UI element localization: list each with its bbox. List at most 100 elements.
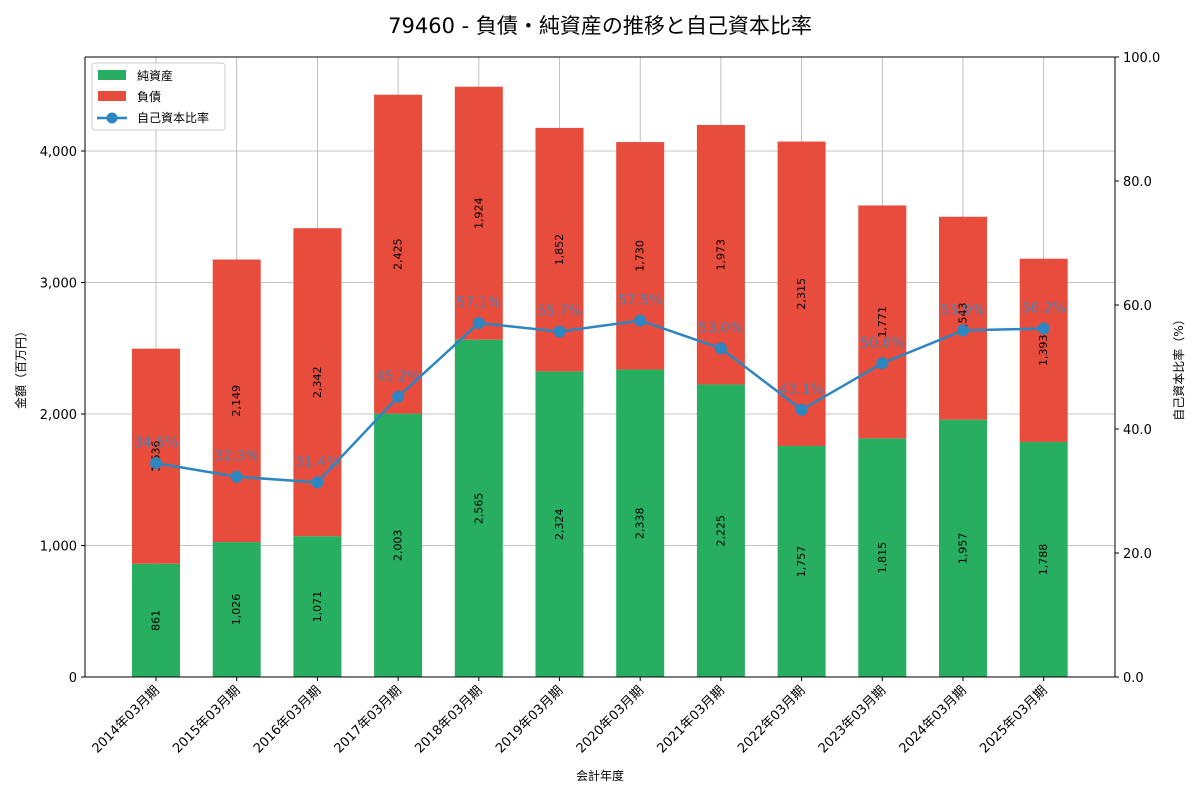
equity-value-label: 1,757 (795, 546, 808, 578)
liabilities-value-label: 1,771 (876, 306, 889, 338)
legend-liabilities-label: 負債 (137, 89, 161, 104)
y2-tick-label: 80.0 (1123, 175, 1152, 190)
bar-equity (374, 413, 423, 677)
bar-equity (454, 339, 503, 677)
ratio-marker (957, 324, 969, 337)
bar-equity (696, 384, 745, 677)
ratio-marker (1037, 322, 1050, 335)
bar-equity (777, 445, 826, 677)
legend-equity-swatch (98, 70, 126, 80)
equity-value-label: 1,026 (230, 594, 243, 626)
bar-equity (132, 563, 180, 677)
bar-liabilities (616, 142, 665, 370)
liabilities-value-label: 2,425 (392, 238, 405, 270)
ratio-value-label: 34.5% (134, 435, 178, 451)
bar-liabilities (132, 348, 180, 564)
equity-value-label: 2,003 (392, 530, 405, 562)
bar-liabilities (696, 124, 745, 385)
y2-tick-label: 0.0 (1123, 671, 1144, 686)
y-tick-label: 0 (69, 671, 77, 686)
ratio-value-label: 43.1% (779, 382, 823, 398)
liabilities-value-label: 2,149 (230, 385, 243, 417)
y-tick-label: 4,000 (40, 145, 77, 160)
x-tick-label: 2024年03月期 (897, 683, 970, 756)
liabilities-value-label: 1,852 (553, 234, 566, 266)
ratio-value-label: 32.3% (214, 449, 258, 465)
y-tick-label: 1,000 (40, 540, 77, 555)
y2-tick-label: 100.0 (1123, 51, 1160, 66)
ratio-marker (472, 316, 485, 329)
x-tick-label: 2023年03月期 (816, 683, 889, 756)
equity-value-label: 2,338 (634, 508, 647, 540)
bar-liabilities (939, 216, 987, 420)
y2-tick-label: 20.0 (1123, 547, 1152, 562)
x-tick-label: 2022年03月期 (735, 683, 808, 756)
ratio-value-label: 45.2% (376, 369, 420, 385)
x-tick-label: 2015年03月期 (170, 683, 243, 756)
ratio-value-label: 55.7% (537, 304, 581, 320)
ratio-marker (311, 476, 324, 489)
equity-value-label: 1,071 (311, 591, 324, 623)
equity-value-label: 1,788 (1037, 544, 1050, 576)
ratio-value-label: 57.1% (457, 295, 501, 311)
equity-value-label: 861 (150, 610, 163, 631)
bar-equity (858, 438, 907, 677)
x-axis-label: 会計年度 (576, 768, 624, 783)
equity-ratio-line: 34.5% 32.3% 31.4% 45.2% 57.1% 55.7% 57.5% 53.0%… (134, 293, 1066, 489)
x-tick-label: 2017年03月期 (332, 683, 405, 756)
liabilities-value-label: 1,973 (714, 239, 727, 270)
legend-ratio-label: 自己資本比率 (137, 110, 209, 125)
bar-equity (616, 369, 665, 677)
bar-equity (293, 536, 342, 677)
liabilities-value-label: 2,315 (795, 278, 808, 310)
chart-title: 79460 - 負債・純資産の推移と自己資本比率 (388, 14, 812, 38)
legend-equity-label: 純資産 (137, 68, 173, 83)
y-tick-label: 3,000 (40, 277, 77, 292)
ratio-value-label: 55.9% (941, 302, 985, 318)
liabilities-value-label: 2,342 (311, 366, 324, 398)
x-tick-label: 2016年03月期 (251, 683, 324, 756)
bar-liabilities (454, 86, 503, 340)
liabilities-value-label: 1,730 (634, 240, 647, 272)
ratio-value-label: 56.2% (1021, 301, 1065, 317)
axes: 0 1,000 2,000 3,000 4,000 0.0 20.0 40.0 60.0 80.0… (13, 51, 1186, 783)
ratio-marker (795, 403, 808, 416)
bar-liabilities (1019, 258, 1068, 442)
ratio-value-label: 31.4% (295, 454, 339, 470)
ratio-value-label: 50.6% (860, 335, 904, 351)
ratio-marker (392, 390, 405, 403)
x-tick-label: 2018年03月期 (412, 683, 485, 756)
ratio-marker (230, 470, 243, 483)
bar-equity (1019, 441, 1068, 677)
liabilities-value-label: 1,393 (1037, 335, 1050, 367)
equity-value-label: 2,324 (553, 508, 566, 540)
ratio-value-label: 53.0% (699, 320, 743, 336)
y-axis-label: 金額（百万円） (13, 325, 28, 409)
ratio-marker (634, 314, 647, 327)
legend-ratio-marker-icon (106, 112, 118, 124)
equity-value-label: 1,815 (876, 542, 889, 574)
ratio-value-label: 57.5% (618, 293, 662, 309)
bar-liabilities (374, 94, 423, 414)
x-tick-label: 2014年03月期 (90, 683, 163, 756)
equity-value-label: 1,957 (957, 533, 970, 565)
y2-tick-label: 40.0 (1123, 423, 1152, 438)
x-tick-label: 2021年03月期 (654, 683, 727, 756)
bar-liabilities (777, 141, 826, 446)
bar-liabilities (212, 259, 261, 543)
x-tick-label: 2025年03月期 (977, 683, 1050, 756)
equity-value-label: 2,565 (472, 493, 485, 525)
bar-equity (939, 419, 987, 677)
ratio-marker (150, 457, 162, 470)
bar-equity (212, 542, 261, 677)
bar-liabilities (858, 205, 907, 439)
ratio-marker (714, 342, 727, 355)
y-tick-label: 2,000 (40, 408, 77, 423)
y2-tick-label: 60.0 (1123, 299, 1152, 314)
x-tick-label: 2020年03月期 (574, 683, 647, 756)
bar-equity (535, 371, 584, 677)
x-tick-label: 2019年03月期 (493, 683, 566, 756)
bars (132, 86, 1068, 677)
